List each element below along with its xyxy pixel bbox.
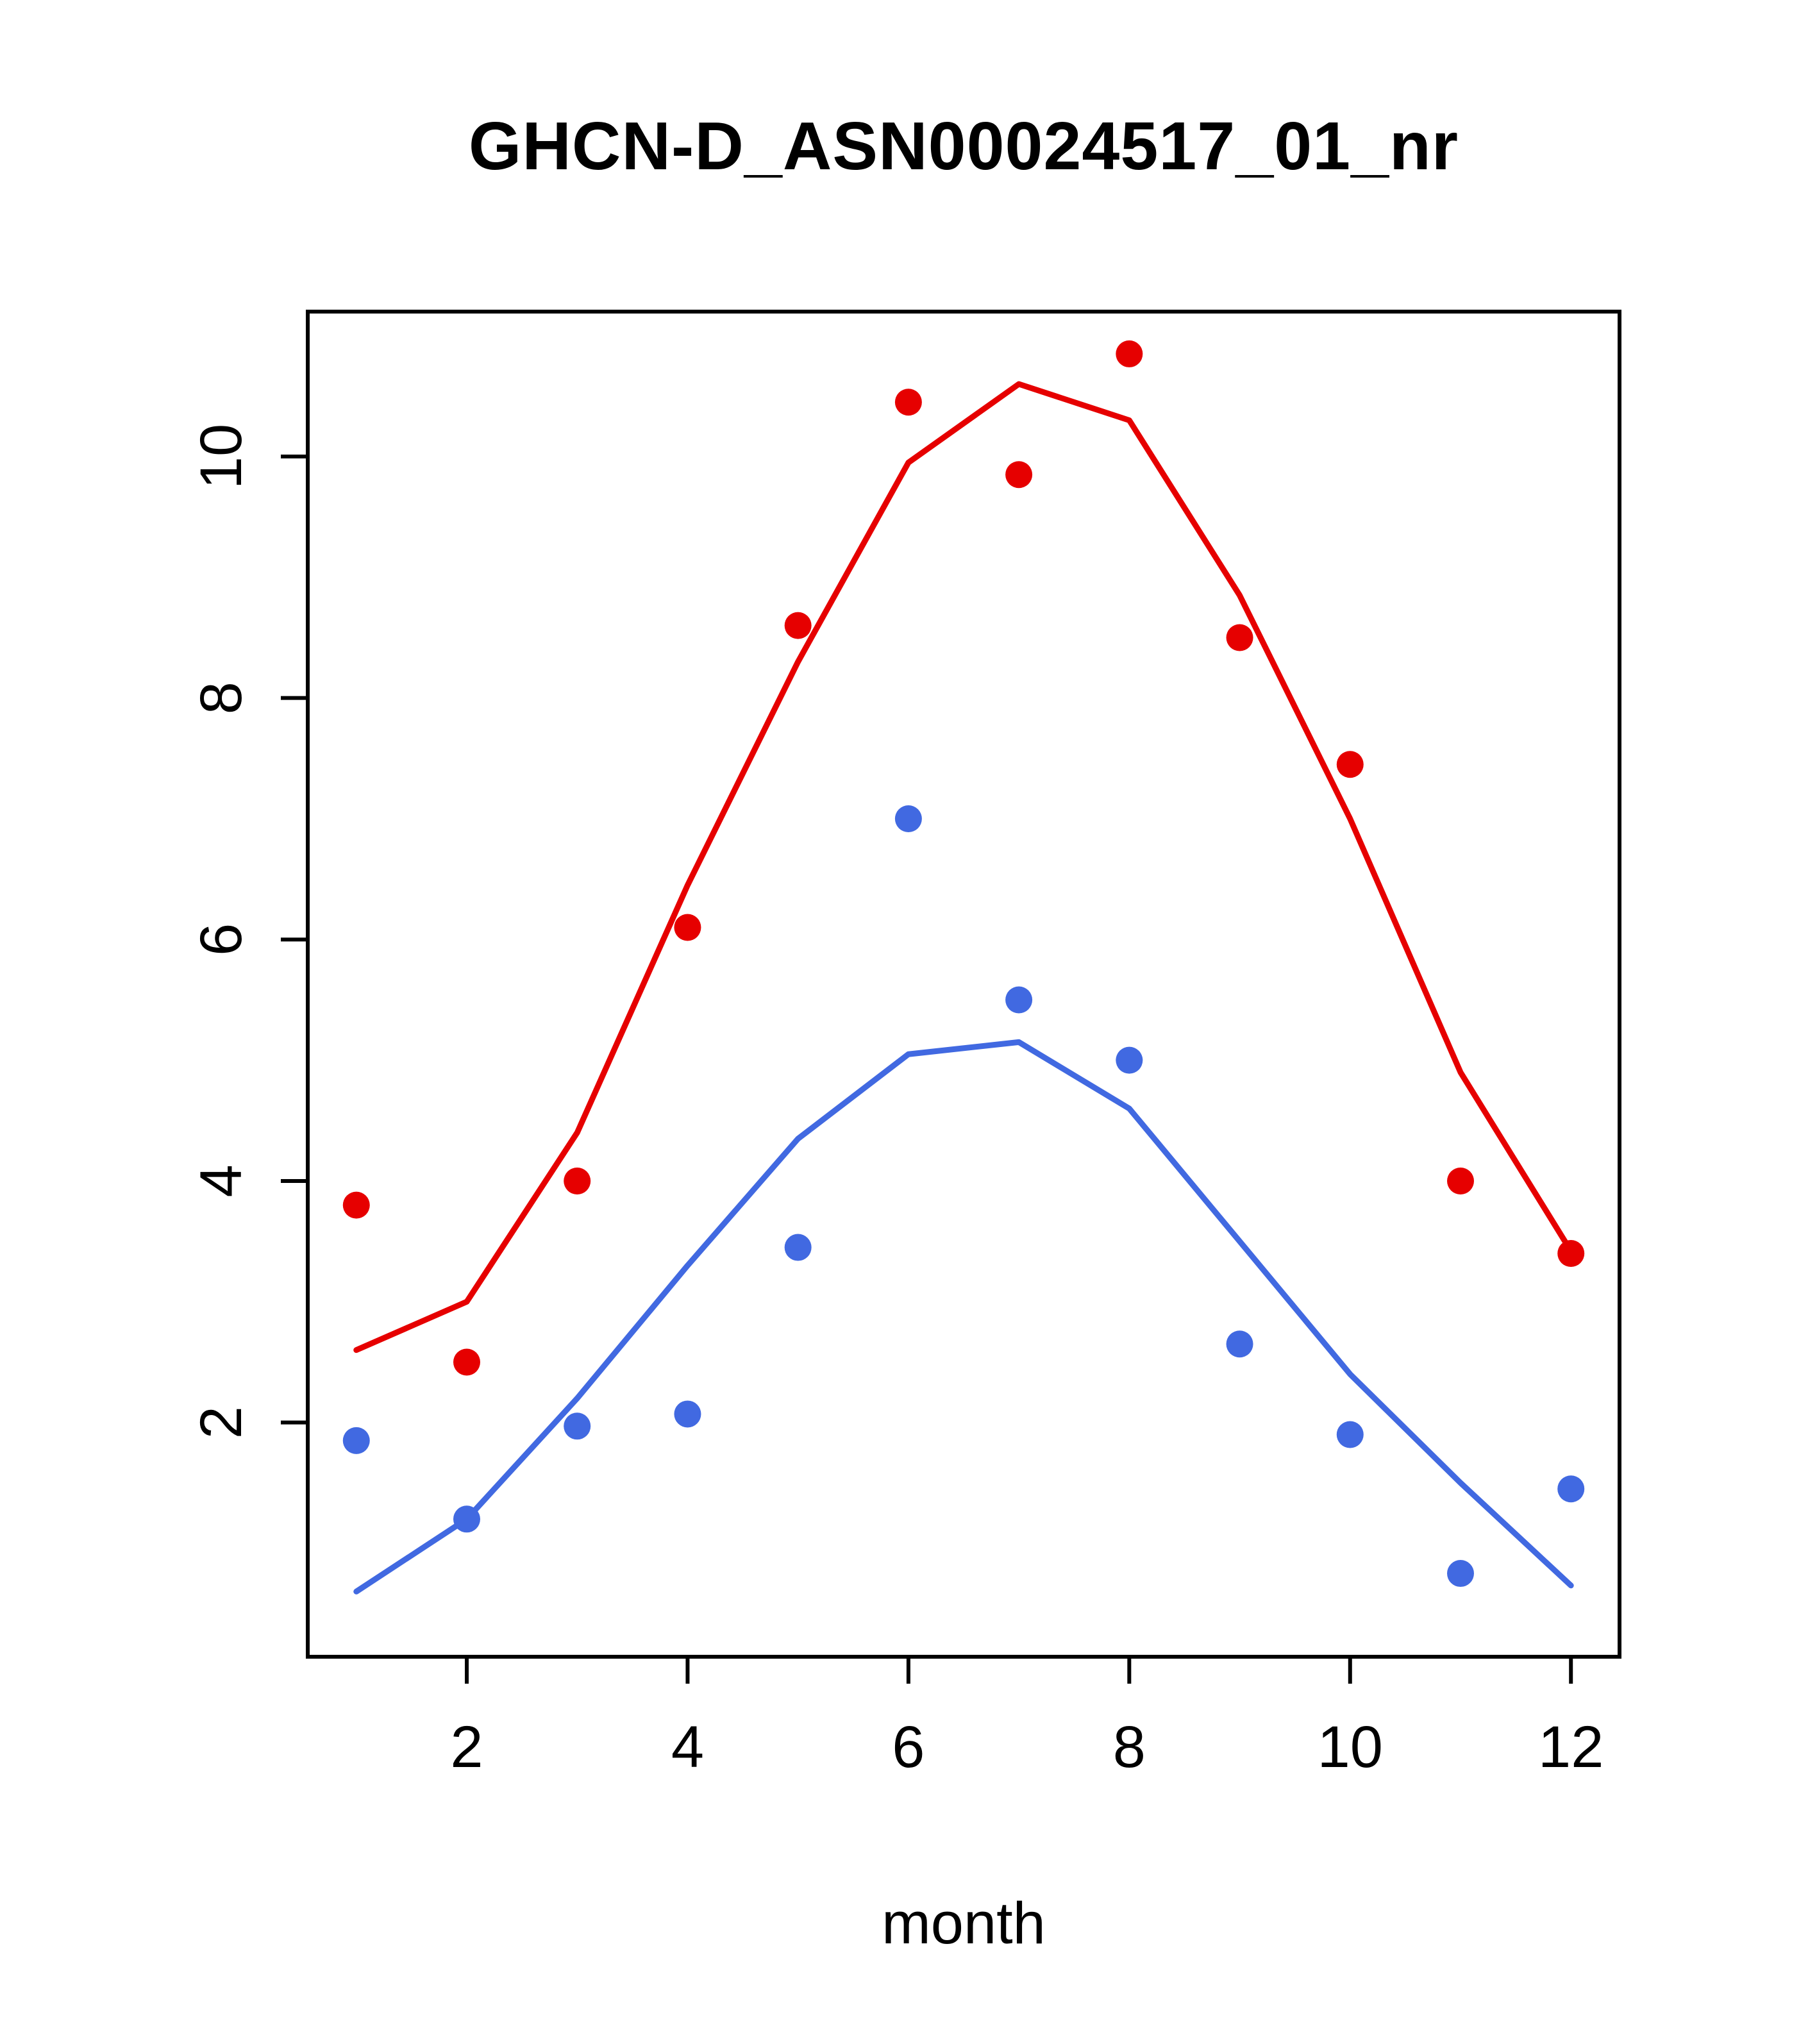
red-points-marker [453, 1348, 480, 1376]
y-axis-tick-label: 6 [188, 923, 254, 956]
y-axis-tick-label: 10 [188, 424, 254, 489]
red-line [353, 381, 1574, 1353]
red-points-marker [1557, 1239, 1585, 1267]
blue-points-marker [453, 1505, 480, 1533]
red-points-marker [674, 914, 701, 941]
red-points-marker [564, 1167, 591, 1194]
blue-points-marker [1557, 1475, 1585, 1503]
blue-points-marker [1226, 1330, 1253, 1358]
red-points-marker [1336, 751, 1364, 778]
y-axis-tick-label: 8 [188, 682, 254, 714]
blue-points-marker [1336, 1421, 1364, 1448]
blue-points-marker [564, 1412, 591, 1440]
chart-title: GHCN-D_ASN00024517_01_nr [468, 108, 1459, 184]
x-axis-tick-label: 8 [1113, 1714, 1146, 1780]
x-axis-tick-label: 6 [892, 1714, 925, 1780]
red-points-marker [894, 389, 922, 416]
blue-points-marker [784, 1234, 812, 1261]
y-axis-tick-label: 4 [188, 1164, 254, 1197]
red-points-marker [1005, 461, 1033, 489]
red-points-marker [1226, 624, 1253, 651]
red-points-marker [1447, 1167, 1474, 1194]
blue-points-marker [342, 1427, 370, 1454]
blue-points-marker [1005, 986, 1033, 1014]
x-axis-label: month [882, 1891, 1046, 1956]
plot-border [306, 310, 1621, 1659]
y-axis-tick-label: 2 [188, 1406, 254, 1439]
x-axis-tick-label: 4 [671, 1714, 704, 1780]
x-axis-tick-label: 10 [1318, 1714, 1383, 1780]
x-axis-tick-label: 2 [450, 1714, 483, 1780]
x-axis-tick-label: 12 [1538, 1714, 1603, 1780]
blue-points-marker [674, 1400, 701, 1428]
red-points-marker [1116, 340, 1143, 367]
red-points-marker [784, 612, 812, 639]
blue-line [353, 1039, 1574, 1595]
red-points-marker [342, 1191, 370, 1219]
blue-points-marker [894, 805, 922, 832]
blue-points-marker [1447, 1560, 1474, 1587]
blue-points-marker [1116, 1046, 1143, 1074]
